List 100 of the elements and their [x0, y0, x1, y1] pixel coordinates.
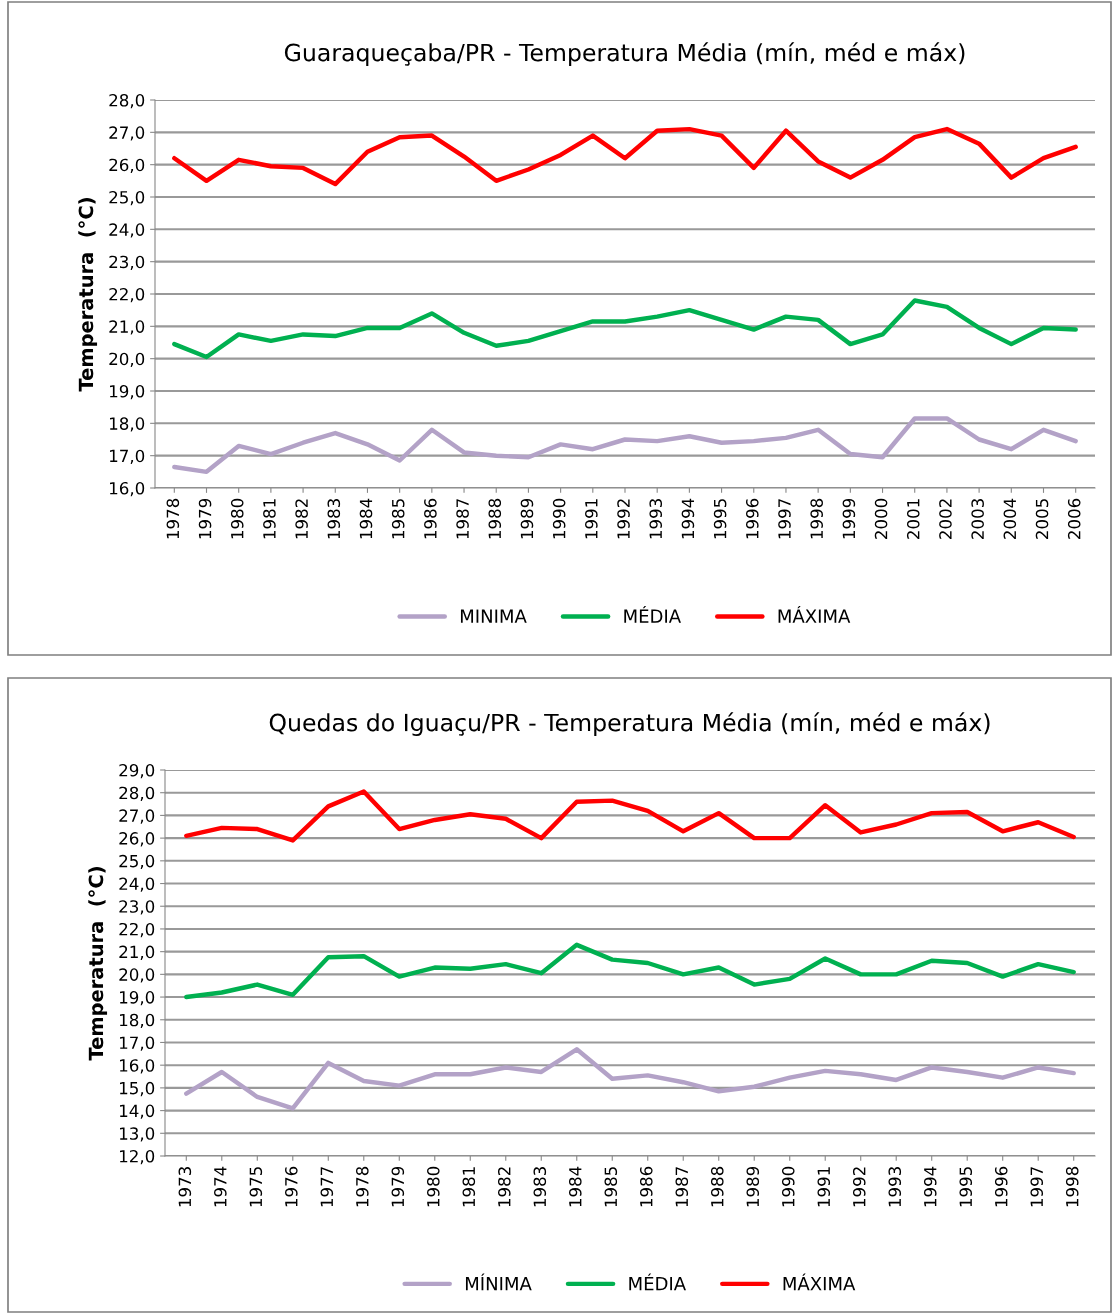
x-tick-label: 1984 [568, 1166, 582, 1207]
x-tick-label: 1985 [391, 499, 405, 539]
y-tick-label: 23,0 [119, 900, 155, 915]
x-tick-label: 1999 [842, 498, 856, 539]
x-tick-label: 1988 [488, 498, 502, 539]
x-tick-label: 1978 [356, 1166, 369, 1207]
x-tick-label: 1979 [198, 498, 212, 539]
line-series [184, 942, 1076, 1000]
x-tick-label: 1979 [391, 1166, 405, 1207]
x-tick-label: 1996 [746, 498, 759, 539]
x-tick-label: 2002 [939, 499, 952, 539]
y-tick-label: 14,0 [120, 1104, 155, 1119]
x-tick-label: 1994 [681, 498, 695, 539]
y-tick-label: 18,0 [110, 417, 145, 432]
legend-label: MÁXIMA [783, 1273, 856, 1291]
x-tick-label: 1995 [713, 499, 727, 539]
y-tick-label: 15,0 [120, 1081, 155, 1097]
x-tick-label: 2000 [874, 498, 888, 539]
chart-title: Quedas do Iguaçu/PR - Temperatura Média (mín, méd e máx) [269, 712, 990, 737]
legend-label: MÉDIA [629, 1273, 686, 1291]
y-tick-label: 24,0 [119, 877, 155, 892]
y-tick-label: 27,0 [119, 809, 155, 824]
y-tick-label: 26,0 [109, 158, 145, 173]
x-tick-label: 2003 [971, 499, 984, 539]
legend-label: MINIMA [460, 609, 527, 623]
y-tick-label: 20,0 [119, 968, 155, 983]
x-tick-label: 1974 [214, 1166, 227, 1207]
x-tick-label: 1980 [230, 498, 244, 539]
line-series [184, 789, 1076, 843]
x-tick-label: 1978 [166, 498, 180, 539]
x-tick-label: 1989 [746, 1166, 760, 1207]
x-tick-label: 1998 [810, 498, 823, 539]
x-tick-label: 2001 [906, 499, 920, 539]
legend-label: MÁXIMA [778, 606, 851, 623]
x-tick-label: 1983 [533, 1167, 547, 1207]
y-axis-title: Temperatura (°C) [78, 198, 98, 392]
y-tick-label: 17,0 [120, 1036, 155, 1051]
x-tick-label: 1988 [710, 1166, 724, 1207]
x-tick-label: 1975 [249, 1167, 263, 1207]
line-series [172, 126, 1078, 187]
line-series [172, 298, 1078, 360]
legend-label: MÍNIMA [465, 1273, 532, 1291]
x-tick-label: 1994 [923, 1166, 937, 1207]
y-tick-label: 28,0 [119, 786, 155, 801]
y-tick-label: 19,0 [120, 991, 155, 1006]
x-tick-label: 1982 [295, 499, 308, 539]
y-tick-label: 23,0 [109, 255, 145, 270]
x-tick-label: 1981 [462, 1167, 476, 1207]
y-tick-label: 16,0 [120, 1059, 155, 1074]
y-tick-label: 20,0 [109, 352, 145, 367]
x-tick-label: 1995 [959, 1167, 973, 1207]
y-tick-label: 27,0 [109, 126, 145, 141]
x-tick-label: 1987 [456, 499, 469, 539]
y-tick-label: 29,0 [119, 763, 155, 779]
y-tick-label: 17,0 [110, 449, 145, 464]
line-series [172, 416, 1078, 475]
y-tick-label: 24,0 [109, 223, 145, 238]
x-tick-label: 1997 [778, 499, 791, 539]
y-tick-label: 25,0 [119, 854, 155, 870]
y-tick-label: 18,0 [120, 1013, 155, 1029]
x-tick-label: 1977 [320, 1167, 334, 1207]
y-tick-label: 13,0 [120, 1127, 155, 1142]
y-axis-title: Temperatura (°C) [88, 867, 108, 1061]
y-tick-label: 12,0 [120, 1149, 155, 1165]
y-tick-label: 16,0 [110, 481, 145, 497]
x-tick-label: 1987 [675, 1167, 689, 1207]
legend-label: MÉDIA [624, 606, 681, 623]
x-tick-label: 1990 [781, 1166, 795, 1207]
x-tick-label: 1973 [178, 1167, 192, 1207]
x-tick-label: 1992 [617, 499, 630, 539]
y-tick-label: 19,0 [110, 384, 145, 400]
x-tick-label: 1997 [1030, 1167, 1044, 1207]
x-tick-label: 1986 [639, 1166, 653, 1207]
x-tick-label: 1983 [327, 499, 341, 539]
x-tick-label: 1986 [424, 498, 437, 539]
x-tick-label: 1993 [888, 1167, 902, 1207]
line-series [184, 1047, 1076, 1111]
y-tick-label: 28,0 [109, 93, 145, 109]
x-tick-label: 1980 [427, 1166, 440, 1207]
x-tick-label: 1990 [552, 498, 566, 539]
x-tick-label: 1991 [585, 499, 598, 539]
x-tick-label: 1984 [359, 498, 373, 539]
y-tick-label: 22,0 [119, 922, 155, 938]
y-tick-label: 21,0 [109, 320, 145, 335]
x-tick-label: 1991 [817, 1167, 831, 1207]
x-tick-label: 1982 [497, 1167, 511, 1207]
x-tick-label: 1992 [852, 1167, 866, 1207]
x-tick-label: 1998 [1065, 1166, 1079, 1207]
y-tick-label: 21,0 [119, 945, 155, 960]
x-tick-label: 1976 [285, 1166, 298, 1207]
x-tick-label: 1996 [994, 1166, 1008, 1207]
x-tick-label: 2005 [1035, 499, 1049, 539]
chart-title: Guaraqueçaba/PR - Temperatura Média (mín, méd e máx) [284, 42, 965, 67]
x-tick-label: 1981 [263, 499, 276, 539]
x-tick-label: 2004 [1003, 498, 1017, 539]
y-tick-label: 25,0 [109, 190, 145, 206]
x-tick-label: 1993 [649, 499, 663, 539]
y-tick-label: 26,0 [119, 832, 155, 847]
x-tick-label: 1989 [520, 498, 534, 539]
x-tick-label: 1985 [604, 1167, 618, 1207]
